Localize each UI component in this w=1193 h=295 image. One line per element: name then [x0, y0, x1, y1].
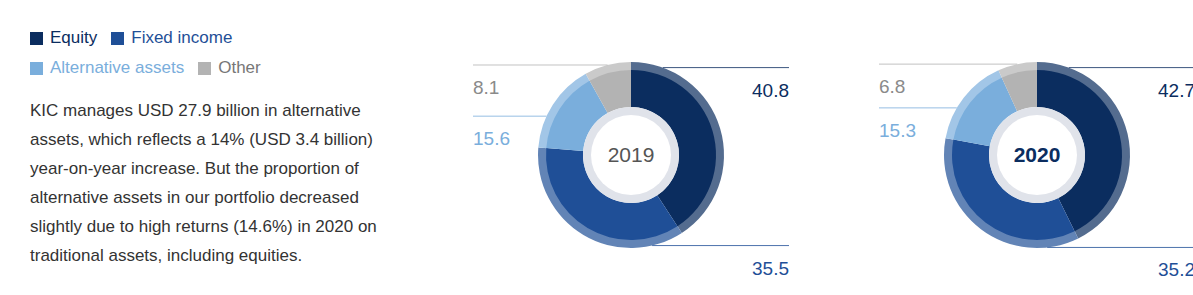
html-text:alternative assets in our port: alternative assets in our portfolio decr…	[30, 188, 359, 207]
html-text:traditional assets, including: traditional assets, including equities.	[30, 246, 303, 265]
svg-text:35.2: 35.2	[1158, 259, 1185, 280]
svg-text:42.7: 42.7	[1158, 80, 1185, 101]
html-text:Equity: Equity	[50, 28, 98, 47]
html-text:2020: 2020	[1013, 143, 1061, 166]
svg-text:15.6: 15.6	[473, 128, 510, 149]
html-text:Other: Other	[218, 58, 261, 77]
svg-text:8.1: 8.1	[473, 77, 499, 98]
svg-text:15.3: 15.3	[879, 120, 916, 141]
html-text:KIC manages USD 27.9 billion i: KIC manages USD 27.9 billion in alternat…	[30, 101, 361, 120]
svg-text:6.8: 6.8	[879, 76, 905, 97]
html-text:assets, which reflects a 14% (: assets, which reflects a 14% (USD 3.4 bi…	[30, 130, 373, 149]
html-text:slightly due to high returns (: slightly due to high returns (14.6%) in …	[30, 217, 377, 236]
svg-text:40.8: 40.8	[752, 80, 789, 101]
html-text:year-on-year increase. But the: year-on-year increase. But the proportio…	[30, 159, 359, 178]
html-text:2019: 2019	[607, 143, 655, 166]
svg-text:35.5: 35.5	[752, 258, 789, 279]
html-text:Fixed income: Fixed income	[131, 28, 233, 47]
html-text:Alternative assets: Alternative assets	[50, 58, 185, 77]
